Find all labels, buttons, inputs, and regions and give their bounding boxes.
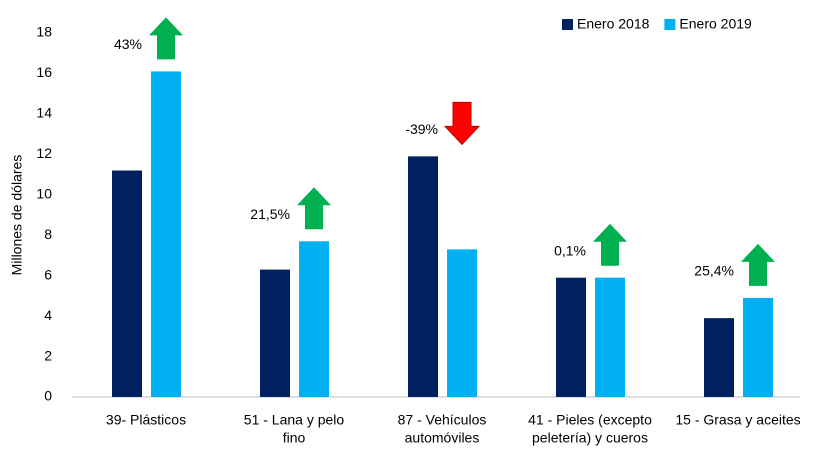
bar (299, 241, 329, 397)
y-tick-label: 16 (36, 64, 52, 80)
legend-swatch (664, 19, 676, 30)
y-axis-label: Millones de dólares (9, 155, 25, 276)
annotation: 43% (114, 36, 142, 52)
bar (151, 71, 181, 397)
legend-label: Enero 2018 (577, 16, 650, 32)
y-tick-label: 6 (44, 266, 52, 282)
bar (112, 170, 142, 397)
annotation: 0,1% (554, 242, 586, 258)
annotation: 21,5% (250, 206, 290, 222)
x-tick-label: 87 - Vehículos (398, 412, 487, 428)
arrow (741, 243, 775, 286)
arrow (443, 101, 481, 146)
y-tick-label: 0 (44, 388, 52, 404)
y-tick-label: 18 (36, 24, 52, 40)
y-tick-label: 14 (36, 105, 52, 121)
x-tick-label: 39- Plásticos (106, 412, 186, 428)
bar (408, 156, 438, 397)
bar (447, 249, 477, 397)
legend-swatch (562, 19, 573, 30)
legend-label: Enero 2019 (679, 16, 752, 32)
bar (260, 269, 290, 397)
y-tick-label: 2 (44, 347, 52, 363)
x-tick-label: 41 - Pieles (excepto (528, 412, 652, 428)
y-tick-label: 8 (44, 226, 52, 242)
arrow (297, 187, 331, 230)
x-tick-label: peletería) y cueros (532, 430, 648, 446)
x-tick-label: automóviles (405, 430, 480, 446)
x-tick-label: 51 - Lana y pelo (244, 412, 345, 428)
bar (595, 277, 625, 397)
x-tick-label: 15 - Grasa y aceites (675, 412, 800, 428)
arrow (149, 17, 183, 60)
y-tick-label: 4 (44, 307, 52, 323)
y-tick-label: 12 (36, 145, 52, 161)
y-tick-label: 10 (36, 185, 52, 201)
annotation: 25,4% (694, 263, 734, 279)
bar (556, 277, 586, 397)
annotation: -39% (405, 121, 438, 137)
x-tick-label: fino (283, 430, 306, 446)
bar (704, 318, 734, 397)
bar (743, 297, 773, 397)
arrow (593, 223, 627, 266)
